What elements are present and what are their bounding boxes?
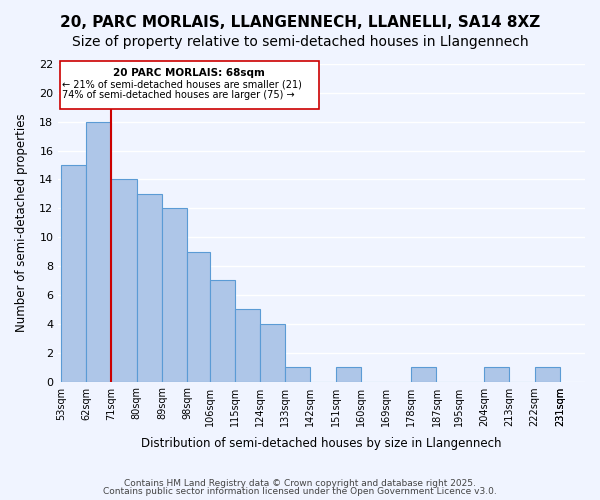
Text: Contains public sector information licensed under the Open Government Licence v3: Contains public sector information licen… xyxy=(103,487,497,496)
Bar xyxy=(235,310,260,382)
Bar xyxy=(187,252,209,382)
Bar xyxy=(535,367,560,382)
Bar xyxy=(162,208,187,382)
Bar xyxy=(61,165,86,382)
Y-axis label: Number of semi-detached properties: Number of semi-detached properties xyxy=(15,114,28,332)
Bar xyxy=(112,180,137,382)
Text: Contains HM Land Registry data © Crown copyright and database right 2025.: Contains HM Land Registry data © Crown c… xyxy=(124,478,476,488)
Text: 74% of semi-detached houses are larger (75) →: 74% of semi-detached houses are larger (… xyxy=(62,90,295,100)
Bar xyxy=(137,194,162,382)
Text: ← 21% of semi-detached houses are smaller (21): ← 21% of semi-detached houses are smalle… xyxy=(62,80,302,90)
Text: Size of property relative to semi-detached houses in Llangennech: Size of property relative to semi-detach… xyxy=(71,35,529,49)
Text: 20 PARC MORLAIS: 68sqm: 20 PARC MORLAIS: 68sqm xyxy=(113,68,265,78)
FancyBboxPatch shape xyxy=(59,61,319,108)
Bar xyxy=(285,367,310,382)
Bar xyxy=(484,367,509,382)
Bar xyxy=(335,367,361,382)
Bar xyxy=(86,122,112,382)
Bar xyxy=(260,324,285,382)
Text: 20, PARC MORLAIS, LLANGENNECH, LLANELLI, SA14 8XZ: 20, PARC MORLAIS, LLANGENNECH, LLANELLI,… xyxy=(60,15,540,30)
Bar xyxy=(411,367,436,382)
X-axis label: Distribution of semi-detached houses by size in Llangennech: Distribution of semi-detached houses by … xyxy=(142,437,502,450)
Bar xyxy=(209,280,235,382)
